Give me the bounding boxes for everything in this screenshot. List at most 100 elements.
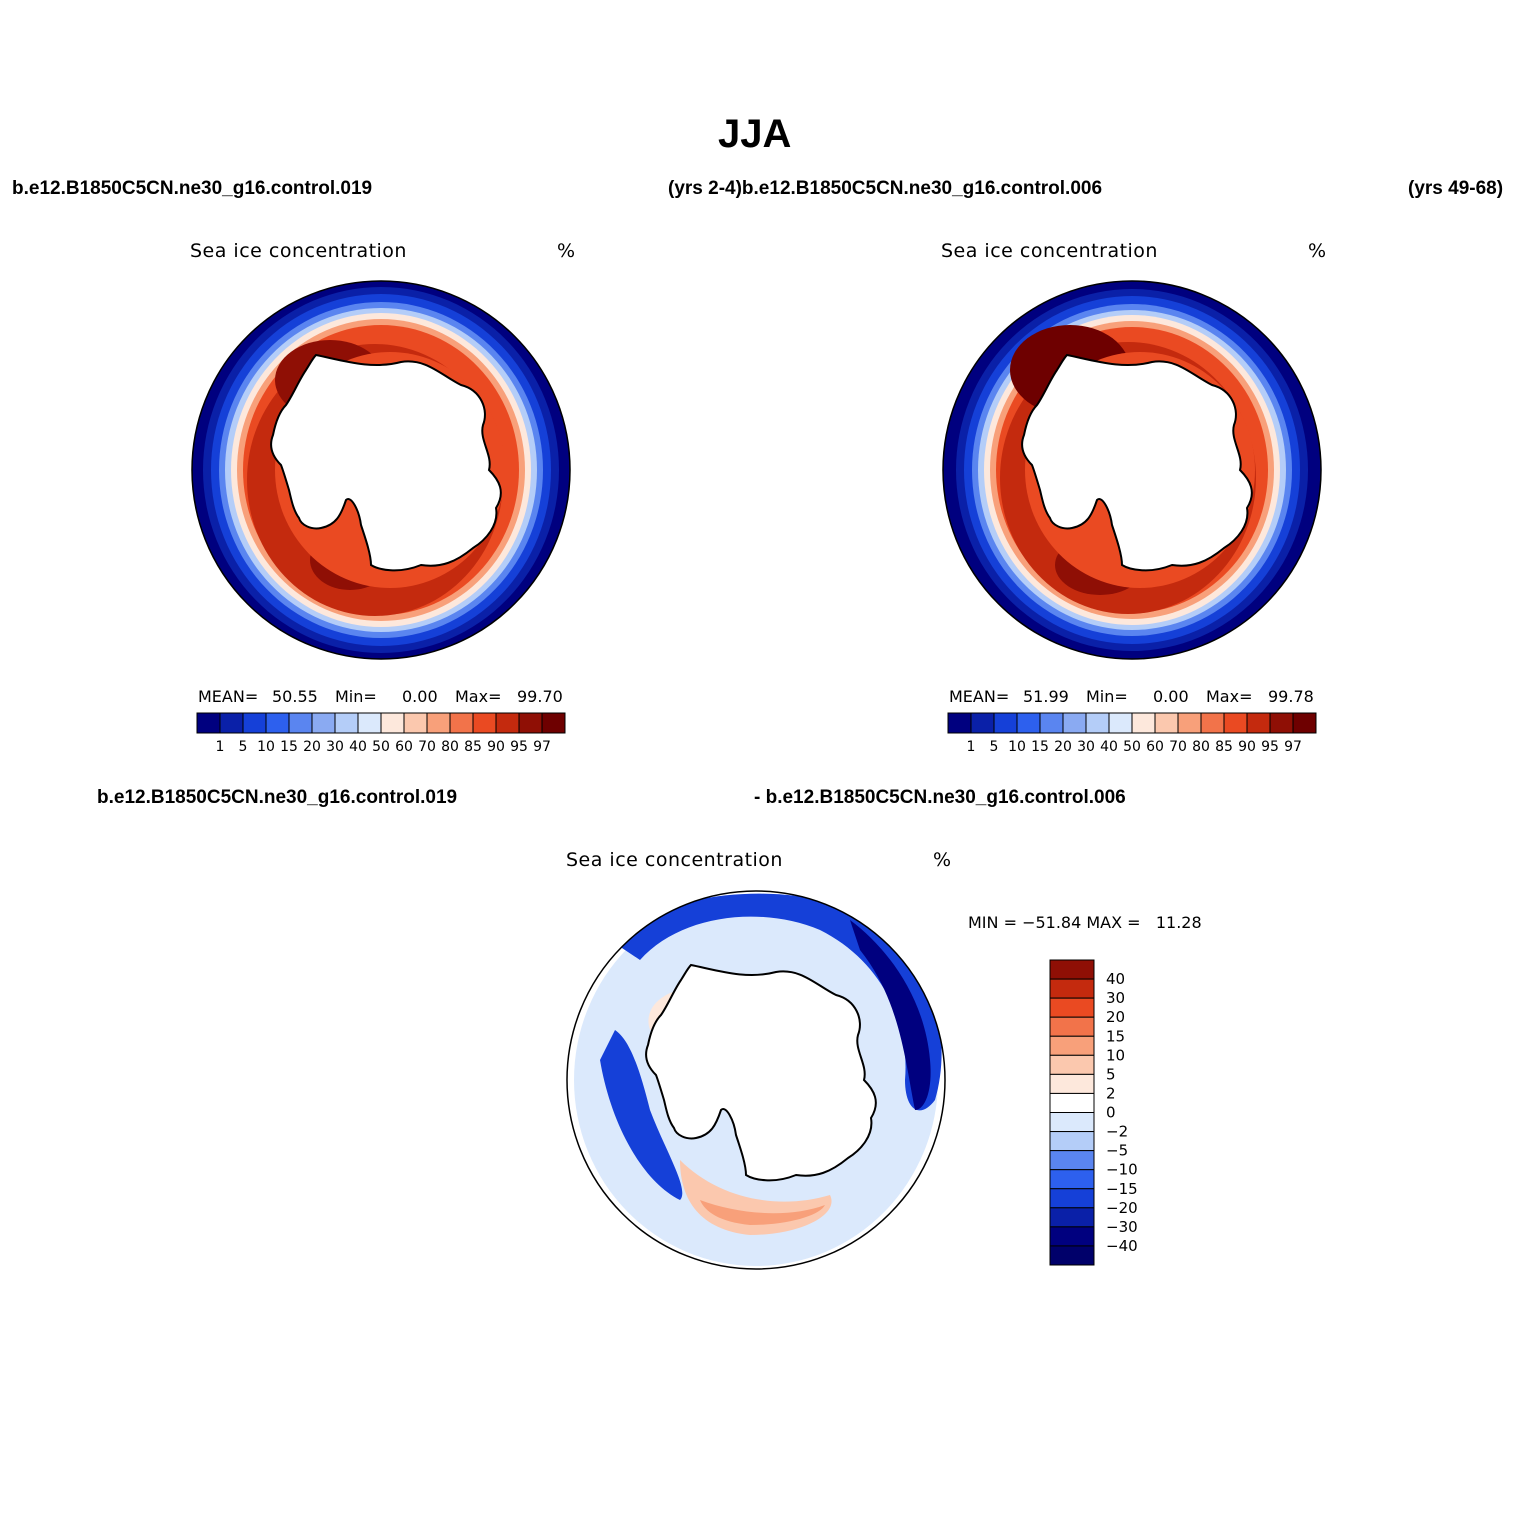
panel1-map-border (191, 280, 571, 660)
run-label-top-left: b.e12.B1850C5CN.ne30_g16.control.019 (12, 178, 373, 199)
panel2-min-value: 0.00 (1153, 687, 1189, 706)
panel3-colorbar-swatch (1049, 959, 1095, 980)
panel1-colorbar-tick-label: 95 (510, 739, 528, 755)
figure-title: JJA (718, 112, 792, 156)
panel1-colorbar-swatch (334, 712, 359, 734)
panel1-colorbar-swatch (196, 712, 221, 734)
panel2-colorbar-swatch (1062, 712, 1087, 734)
panel1-colorbar-swatch (380, 712, 405, 734)
panel1-colorbar-swatch (403, 712, 428, 734)
panel2-colorbar-tick-label: 85 (1215, 739, 1233, 755)
panel2-colorbar-tick-label: 5 (990, 739, 999, 755)
run-label-top-mid: (yrs 2-4)b.e12.B1850C5CN.ne30_g16.contro… (668, 178, 1103, 199)
panel1-mean-label: MEAN= (198, 687, 259, 706)
panel1-colorbar-swatch (242, 712, 267, 734)
run-label-bottom-right: - b.e12.B1850C5CN.ne30_g16.control.006 (754, 787, 1126, 808)
panel3-colorbar-tick-label: −20 (1106, 1199, 1138, 1217)
panel3-units-label: % (933, 849, 952, 871)
panel1-variable-label: Sea ice concentration (190, 240, 407, 262)
panel3-minmax-text: MIN = −51.84 MAX = 11.28 (968, 913, 1202, 932)
panel1-max-value: 99.70 (517, 687, 563, 706)
panel2-colorbar-tick-label: 10 (1008, 739, 1026, 755)
panel2-colorbar-tick-label: 15 (1031, 739, 1049, 755)
panel1-colorbar-swatch (472, 712, 497, 734)
panel3-colorbar-swatch (1049, 1016, 1095, 1037)
panel3-colorbar-swatch (1049, 1035, 1095, 1056)
panel2-colorbar-swatch (1269, 712, 1294, 734)
panel2-colorbar-tick-label: 90 (1238, 739, 1256, 755)
panel3-colorbar-swatch (1049, 1150, 1095, 1171)
panel1-colorbar-tick-label: 90 (487, 739, 505, 755)
panel2-colorbar-tick-label: 80 (1192, 739, 1210, 755)
panel3-colorbar-swatch (1049, 1092, 1095, 1113)
panel2-colorbar-tick-label: 20 (1054, 739, 1072, 755)
panel1-colorbar-tick-label: 60 (395, 739, 413, 755)
panel3-colorbar-swatch (1049, 1112, 1095, 1133)
panel3-map-border (566, 890, 946, 1270)
panel3-colorbar-tick-label: −40 (1106, 1237, 1138, 1255)
panel2-colorbar-swatch (1039, 712, 1064, 734)
panel3-colorbar-tick-label: −15 (1106, 1180, 1138, 1198)
panel1-colorbar-tick-label: 40 (349, 739, 367, 755)
panel2-colorbar: 1 5 10 15 20 30 40 50 60 70 80 85 90 95 97 (947, 712, 1317, 755)
panel1-colorbar-tick-label: 10 (257, 739, 275, 755)
panel3-colorbar-tick-label: −2 (1106, 1123, 1128, 1141)
panel2-colorbar-tick-label: 95 (1261, 739, 1279, 755)
panel2-map-border (942, 280, 1322, 660)
panel3-colorbar-tick-label: −30 (1106, 1218, 1138, 1236)
panel3-colorbar-swatch (1049, 1073, 1095, 1094)
panel3-colorbar-tick-label: 10 (1106, 1046, 1125, 1064)
panel2-min-label: Min= (1086, 687, 1128, 706)
panel1-colorbar-tick-label: 1 (216, 739, 225, 755)
panel2-colorbar-tick-label: 97 (1284, 739, 1302, 755)
panel1-colorbar-swatch (426, 712, 451, 734)
panel1-colorbar-swatch (311, 712, 336, 734)
panel3-colorbar-swatch (1049, 1245, 1095, 1266)
panel3-colorbar-tick-label: 20 (1106, 1008, 1125, 1026)
panel2-colorbar-tick-label: 1 (967, 739, 976, 755)
panel1-colorbar-tick-label: 70 (418, 739, 436, 755)
panel2-colorbar-tick-label: 30 (1077, 739, 1095, 755)
panel3-colorbar-swatch (1049, 1207, 1095, 1228)
panel3-colorbar-swatch (1049, 1188, 1095, 1209)
panel1-colorbar-tick-label: 20 (303, 739, 321, 755)
run-label-bottom-left: b.e12.B1850C5CN.ne30_g16.control.019 (97, 787, 458, 808)
panel3-colorbar-swatch (1049, 1169, 1095, 1190)
panel2-units-label: % (1308, 240, 1327, 262)
panel2-variable-label: Sea ice concentration (941, 240, 1158, 262)
panel3-colorbar-tick-label: 5 (1106, 1065, 1116, 1083)
panel2-colorbar-swatch (993, 712, 1018, 734)
panel2-mean-value: 51.99 (1023, 687, 1069, 706)
panel2-colorbar-swatch (1292, 712, 1317, 734)
panel2-map (942, 280, 1322, 660)
panel2-colorbar-swatch (1085, 712, 1110, 734)
panel1-colorbar-tick-label: 85 (464, 739, 482, 755)
panel1-colorbar-swatch (219, 712, 244, 734)
panel1-colorbar-tick-label: 80 (441, 739, 459, 755)
panel2-colorbar-tick-label: 70 (1169, 739, 1187, 755)
panel1-colorbar-swatch (449, 712, 474, 734)
panel3-colorbar-tick-label: −5 (1106, 1142, 1128, 1160)
panel3-colorbar-swatch (1049, 997, 1095, 1018)
panel2-mean-label: MEAN= (949, 687, 1010, 706)
panel1-colorbar: 1 5 10 15 20 30 40 50 60 70 80 85 90 95 97 (196, 712, 566, 755)
panel3-map (566, 890, 946, 1270)
panel2-colorbar-swatch (1223, 712, 1248, 734)
panel1-colorbar-swatch (541, 712, 566, 734)
panel1-colorbar-tick-label: 30 (326, 739, 344, 755)
panel1-map (191, 280, 571, 660)
panel1-colorbar-tick-label: 50 (372, 739, 390, 755)
panel2-colorbar-swatch (1108, 712, 1133, 734)
panel1-colorbar-swatch (288, 712, 313, 734)
panel2-colorbar-swatch (1131, 712, 1156, 734)
panel1-colorbar-swatch (518, 712, 543, 734)
panel3-colorbar-tick-label: 40 (1106, 970, 1125, 988)
panel3-colorbar-tick-label: 30 (1106, 989, 1125, 1007)
panel1-min-label: Min= (335, 687, 377, 706)
panel3-variable-label: Sea ice concentration (566, 849, 783, 871)
panel2-colorbar-swatch (970, 712, 995, 734)
panel3-colorbar-swatch (1049, 1226, 1095, 1247)
panel2-colorbar-swatch (1016, 712, 1041, 734)
